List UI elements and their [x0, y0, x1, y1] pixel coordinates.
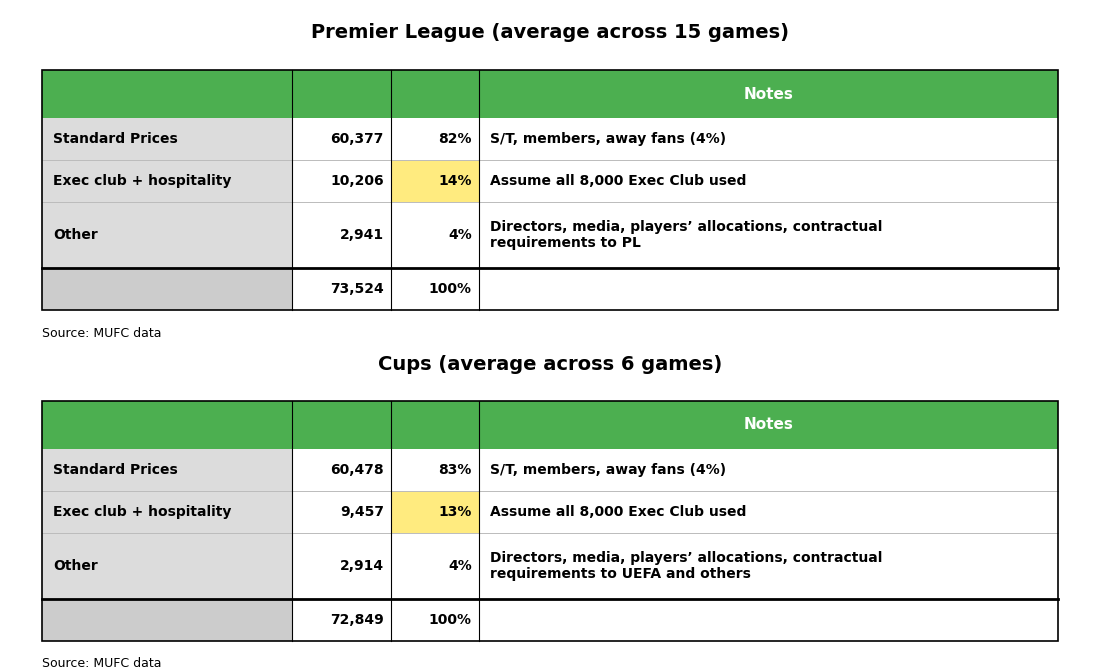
Text: 82%: 82%: [439, 132, 472, 146]
Text: Exec club + hospitality: Exec club + hospitality: [53, 174, 231, 188]
Bar: [292, 491, 390, 533]
Text: 4%: 4%: [448, 228, 472, 242]
Bar: [42, 491, 292, 533]
Text: Notes: Notes: [744, 418, 793, 432]
Text: Premier League (average across 15 games): Premier League (average across 15 games): [311, 23, 789, 42]
Text: 13%: 13%: [439, 505, 472, 519]
Bar: [292, 202, 390, 268]
Bar: [478, 202, 1058, 268]
Bar: [42, 268, 292, 310]
Bar: [478, 160, 1058, 202]
Text: 4%: 4%: [448, 559, 472, 572]
Text: Notes: Notes: [744, 87, 793, 102]
Bar: [390, 202, 478, 268]
Bar: [42, 118, 292, 160]
Bar: [390, 449, 478, 491]
Text: 72,849: 72,849: [330, 613, 384, 627]
Bar: [390, 599, 478, 641]
Text: Source: MUFC data: Source: MUFC data: [42, 657, 162, 668]
Bar: [390, 533, 478, 599]
Text: Standard Prices: Standard Prices: [53, 132, 177, 146]
Text: Source: MUFC data: Source: MUFC data: [42, 327, 162, 339]
Text: 9,457: 9,457: [340, 505, 384, 519]
Text: S/T, members, away fans (4%): S/T, members, away fans (4%): [490, 132, 726, 146]
Bar: [478, 599, 1058, 641]
Bar: [42, 401, 1058, 449]
Text: 100%: 100%: [429, 282, 472, 296]
Bar: [390, 160, 478, 202]
Text: 60,478: 60,478: [330, 463, 384, 477]
Bar: [42, 533, 292, 599]
Bar: [292, 599, 390, 641]
Text: 14%: 14%: [439, 174, 472, 188]
Bar: [292, 533, 390, 599]
Bar: [478, 491, 1058, 533]
Bar: [390, 118, 478, 160]
Text: Directors, media, players’ allocations, contractual
requirements to PL: Directors, media, players’ allocations, …: [490, 220, 882, 250]
Text: 2,941: 2,941: [340, 228, 384, 242]
Bar: [42, 401, 1058, 641]
Text: Other: Other: [53, 228, 98, 242]
Text: S/T, members, away fans (4%): S/T, members, away fans (4%): [490, 463, 726, 477]
Text: Assume all 8,000 Exec Club used: Assume all 8,000 Exec Club used: [490, 174, 746, 188]
Bar: [42, 599, 292, 641]
Text: Assume all 8,000 Exec Club used: Assume all 8,000 Exec Club used: [490, 505, 746, 519]
Bar: [390, 491, 478, 533]
Text: 60,377: 60,377: [330, 132, 384, 146]
Bar: [42, 449, 292, 491]
Text: 83%: 83%: [439, 463, 472, 477]
Bar: [478, 533, 1058, 599]
Bar: [292, 449, 390, 491]
Bar: [478, 268, 1058, 310]
Text: 73,524: 73,524: [330, 282, 384, 296]
Text: Directors, media, players’ allocations, contractual
requirements to UEFA and oth: Directors, media, players’ allocations, …: [490, 550, 882, 581]
Text: 10,206: 10,206: [330, 174, 384, 188]
Text: 2,914: 2,914: [340, 559, 384, 572]
Text: Exec club + hospitality: Exec club + hospitality: [53, 505, 231, 519]
Bar: [390, 268, 478, 310]
Bar: [478, 118, 1058, 160]
Bar: [42, 70, 1058, 310]
Text: Standard Prices: Standard Prices: [53, 463, 177, 477]
Text: Other: Other: [53, 559, 98, 572]
Text: 100%: 100%: [429, 613, 472, 627]
Bar: [292, 160, 390, 202]
Bar: [42, 202, 292, 268]
Text: Cups (average across 6 games): Cups (average across 6 games): [378, 355, 722, 374]
Bar: [42, 70, 1058, 118]
Bar: [292, 268, 390, 310]
Bar: [478, 449, 1058, 491]
Bar: [292, 118, 390, 160]
Bar: [42, 160, 292, 202]
